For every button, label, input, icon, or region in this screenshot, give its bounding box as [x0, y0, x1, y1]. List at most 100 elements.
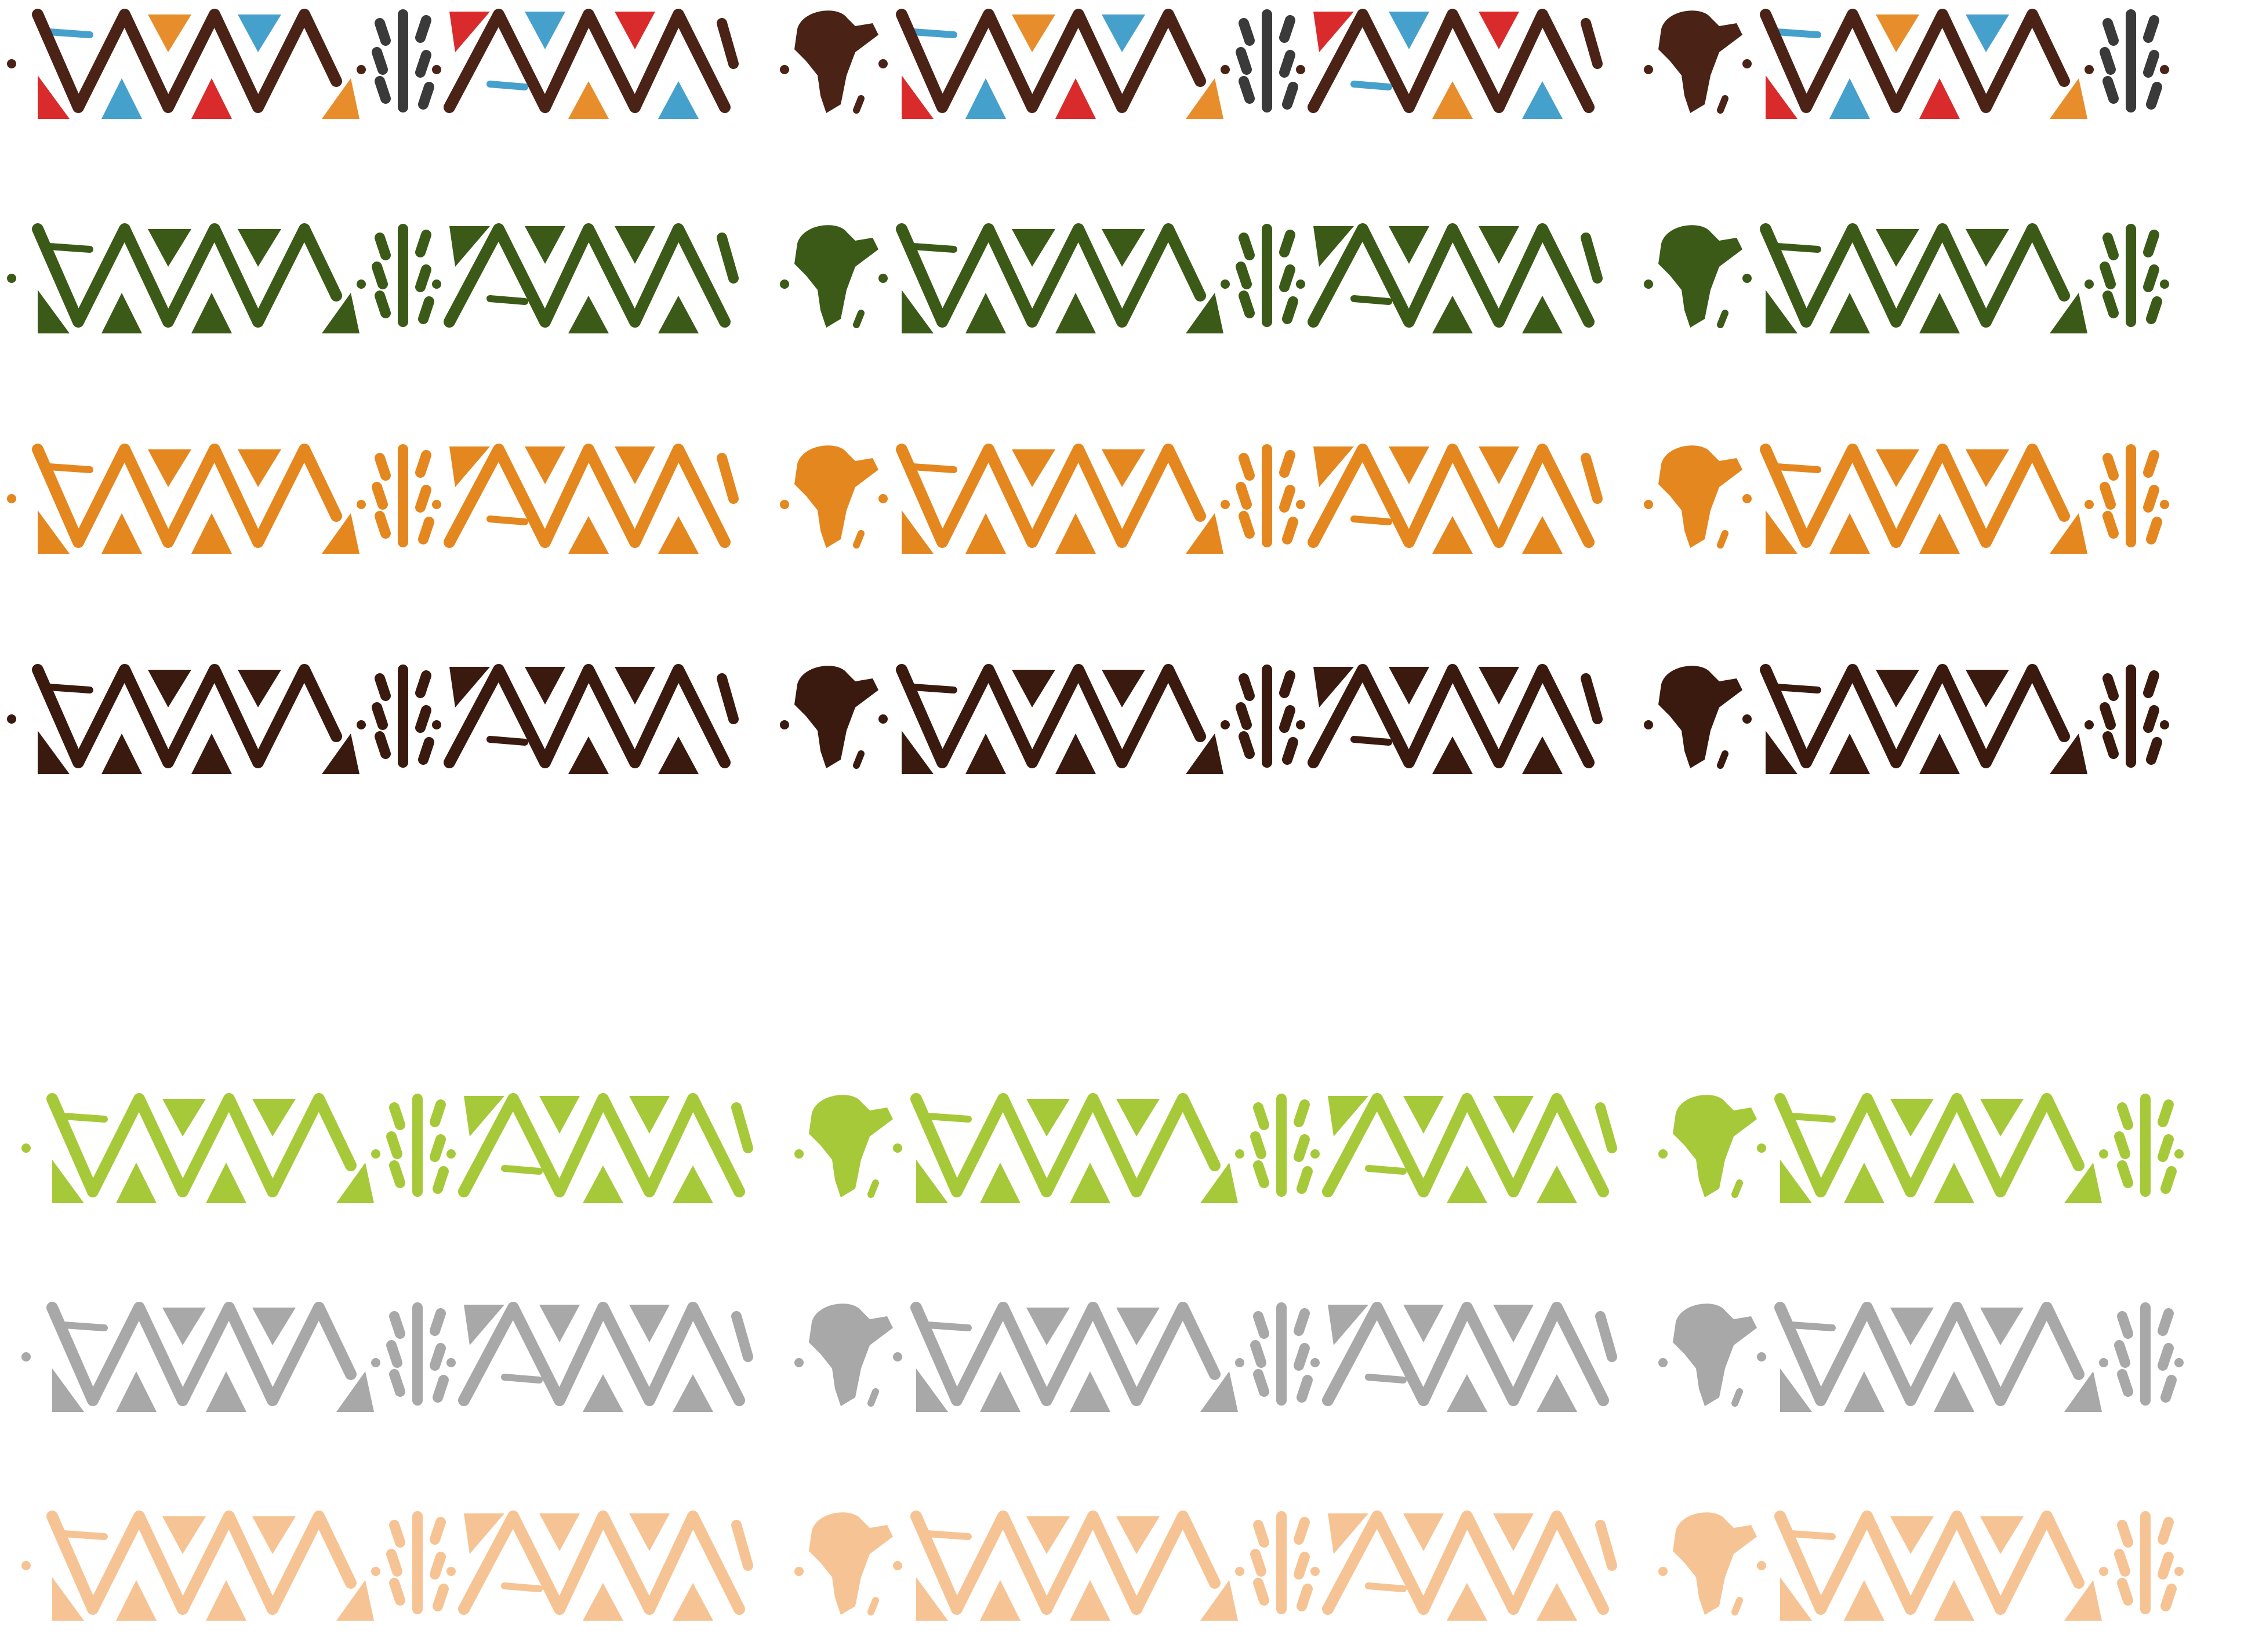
dot-icon — [2174, 1358, 2184, 1367]
leaf-sticks-icon — [372, 885, 434, 988]
dot-icon — [1742, 935, 1752, 944]
zigzag-pattern-icon — [46, 1093, 374, 1203]
dot-icon — [1742, 59, 1752, 68]
zigzag-pattern-icon — [1760, 9, 2087, 119]
leaf-sticks-icon — [2100, 885, 2162, 988]
leaf-sticks-icon — [1236, 885, 1298, 988]
dot-icon — [878, 935, 888, 944]
dot-icon — [1644, 720, 1653, 729]
zigzag-pattern-icon — [46, 1511, 374, 1621]
dot-icon — [2085, 500, 2094, 509]
dot-icon — [7, 494, 16, 503]
africa-map-icon — [809, 1512, 893, 1615]
zigzag-pattern-icon — [910, 1093, 1238, 1203]
dot-icon — [432, 941, 441, 950]
dot-icon — [794, 1358, 804, 1367]
dot-icon — [432, 279, 441, 289]
zigzag-pattern-icon — [896, 223, 1223, 333]
dot-icon — [893, 1352, 902, 1361]
dot-icon — [878, 274, 888, 283]
dot-icon — [446, 1358, 456, 1367]
zigzag-pattern-icon — [896, 664, 1223, 774]
dot-icon — [2160, 65, 2169, 74]
dot-icon — [1221, 279, 1230, 289]
dot-icon — [780, 720, 789, 729]
zigzag-pattern-icon — [1308, 9, 1603, 119]
dot-icon — [2160, 941, 2169, 950]
dot-icon — [371, 1149, 380, 1159]
dot-icon — [21, 1352, 31, 1361]
border-white — [7, 884, 2169, 994]
dot-icon — [1235, 1567, 1244, 1576]
leaf-sticks-icon — [386, 1511, 449, 1614]
dot-icon — [1296, 279, 1305, 289]
dot-icon — [1742, 274, 1752, 283]
dot-icon — [7, 274, 16, 283]
leaf-sticks-icon — [372, 9, 434, 112]
dot-icon — [1757, 1352, 1766, 1361]
dot-icon — [878, 59, 888, 68]
zigzag-pattern-icon — [444, 9, 739, 119]
leaf-sticks-icon — [2100, 224, 2162, 327]
zigzag-pattern-icon — [1760, 664, 2087, 774]
dot-icon — [446, 1567, 456, 1576]
zigzag-pattern-icon — [1760, 884, 2087, 994]
africa-map-icon — [794, 445, 878, 549]
border-peach — [21, 1511, 2184, 1621]
dot-icon — [7, 935, 16, 944]
dot-icon — [780, 65, 789, 74]
dot-icon — [2174, 1149, 2184, 1159]
leaf-sticks-icon — [372, 665, 434, 768]
leaf-sticks-icon — [2100, 444, 2162, 547]
border-dark-brown — [7, 664, 2169, 774]
leaf-sticks-icon — [372, 444, 434, 547]
dot-icon — [1644, 500, 1653, 509]
dot-icon — [1235, 1358, 1244, 1367]
dot-icon — [2160, 720, 2169, 729]
africa-map-icon — [1658, 445, 1742, 549]
zigzag-pattern-icon — [896, 9, 1223, 119]
dot-icon — [1742, 714, 1752, 724]
dot-icon — [780, 279, 789, 289]
dot-icon — [1658, 1149, 1668, 1159]
dot-icon — [357, 65, 366, 74]
zigzag-pattern-icon — [1322, 1093, 1617, 1203]
border-gray — [21, 1302, 2184, 1412]
leaf-sticks-icon — [2114, 1094, 2177, 1197]
leaf-sticks-icon — [1250, 1511, 1313, 1614]
leaf-sticks-icon — [1250, 1094, 1313, 1197]
zigzag-pattern-icon — [458, 1302, 753, 1412]
dot-icon — [1310, 1358, 1320, 1367]
dot-icon — [1658, 1567, 1668, 1576]
leaf-sticks-icon — [1236, 444, 1298, 547]
zigzag-pattern-icon — [32, 664, 359, 774]
africa-map-icon — [1673, 1095, 1757, 1198]
dot-icon — [357, 941, 366, 950]
zigzag-pattern-icon — [910, 1302, 1238, 1412]
zigzag-pattern-icon — [1322, 1302, 1617, 1412]
dot-icon — [1310, 1567, 1320, 1576]
dot-icon — [794, 1567, 804, 1576]
leaf-sticks-icon — [1250, 1302, 1313, 1406]
zigzag-pattern-icon — [896, 444, 1223, 554]
zigzag-pattern-icon — [444, 664, 739, 774]
dot-icon — [1310, 1149, 1320, 1159]
dot-icon — [1757, 1561, 1766, 1570]
leaf-sticks-icon — [2114, 1302, 2177, 1406]
zigzag-pattern-icon — [32, 223, 359, 333]
africa-map-icon — [794, 225, 878, 328]
leaf-sticks-icon — [386, 1302, 449, 1406]
zigzag-pattern-icon — [1760, 223, 2087, 333]
zigzag-pattern-icon — [458, 1093, 753, 1203]
zigzag-pattern-icon — [444, 444, 739, 554]
leaf-sticks-icon — [2100, 9, 2162, 112]
dot-icon — [893, 1143, 902, 1153]
dot-icon — [794, 1149, 804, 1159]
dot-icon — [432, 720, 441, 729]
border-orange — [7, 444, 2169, 554]
dot-icon — [446, 1149, 456, 1159]
zigzag-pattern-icon — [1308, 884, 1603, 994]
dot-icon — [780, 500, 789, 509]
leaf-sticks-icon — [372, 224, 434, 327]
